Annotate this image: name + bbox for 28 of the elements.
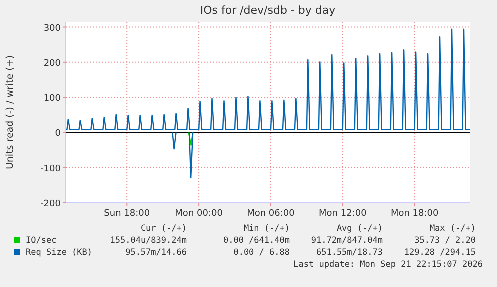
- text: 155.04u/839.24m: [110, 236, 187, 246]
- legend-label: IO/sec: [26, 236, 57, 246]
- y-tick-label: 100: [44, 94, 62, 104]
- legend-label: Req Size (KB): [26, 248, 93, 258]
- text: 0.00 / 6.88: [234, 248, 290, 258]
- text: 35.73 / 2.20: [414, 236, 476, 246]
- text: 129.28 /294.15: [404, 248, 476, 258]
- y-axis-title: Units read (-) / write (+): [5, 55, 16, 170]
- x-tick-label: Mon 00:00: [175, 209, 224, 219]
- x-tick-label: Mon 12:00: [319, 209, 368, 219]
- x-tick-label: Mon 18:00: [390, 209, 440, 219]
- text: Min (-/+): [244, 224, 290, 234]
- text: 0.00 /641.40m: [223, 236, 290, 246]
- text: 651.55m/18.73: [316, 248, 383, 258]
- text: 91.72m/847.04m: [311, 236, 383, 246]
- y-tick-label: 200: [44, 58, 62, 69]
- chart-title: IOs for /dev/sdb - by day: [200, 4, 336, 17]
- text: 95.57m/14.66: [126, 248, 187, 258]
- text: Avg (-/+): [336, 224, 383, 234]
- y-tick-label: 300: [44, 24, 62, 34]
- y-tick-label: 0: [55, 129, 62, 140]
- y-tick-label: -200: [40, 200, 62, 210]
- y-tick-label: -100: [40, 164, 62, 174]
- x-tick-label: Mon 06:00: [247, 209, 296, 219]
- text: Last update: Mon Sep 21 22:15:07 2026: [294, 260, 483, 270]
- x-tick-label: Sun 18:00: [104, 209, 150, 219]
- text: Max (-/+): [430, 224, 476, 234]
- text: Cur (-/+): [140, 224, 187, 234]
